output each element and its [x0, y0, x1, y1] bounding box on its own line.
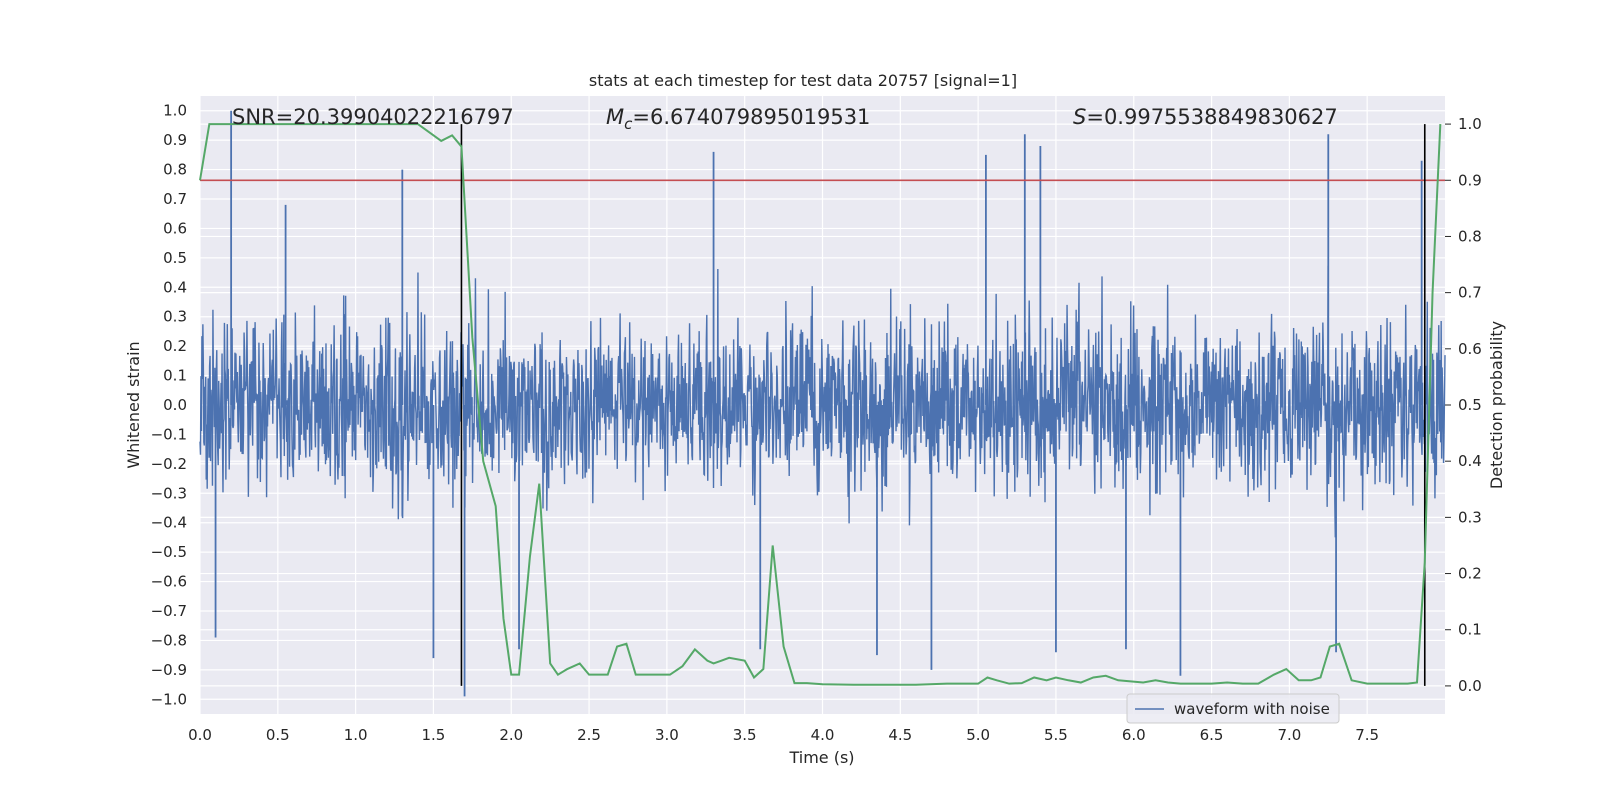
y-tick-label: 0.4	[163, 278, 187, 296]
y-tick-label: −0.7	[151, 602, 187, 620]
y-tick-label: 0.6	[163, 219, 187, 237]
grid-lines	[199, 96, 1445, 714]
x-tick-label: 3.5	[733, 726, 757, 744]
x-axis-label: Time (s)	[788, 748, 854, 767]
chirp-mass-annotation: Mc=6.674079895019531	[606, 105, 870, 133]
y2-tick-label: 0.1	[1458, 621, 1482, 639]
y2-tick-label: 0.0	[1458, 677, 1482, 695]
x-tick-label: 2.5	[577, 726, 601, 744]
waveform-line	[199, 265, 1446, 538]
y2-tick-label: 0.5	[1458, 396, 1482, 414]
y-tick-label: −0.8	[151, 631, 187, 649]
score-value: =0.9975538849830627	[1086, 105, 1337, 129]
y-tick-label: 1.0	[163, 102, 187, 120]
x-tick-label: 0.5	[266, 726, 290, 744]
x-tick-label: 0.0	[188, 726, 212, 744]
y2-tick-label: 0.7	[1458, 284, 1482, 302]
waveform-series	[199, 110, 1446, 697]
x-tick-label: 5.0	[966, 726, 990, 744]
y-tick-label: −0.1	[151, 425, 187, 443]
x-tick-label: 4.0	[811, 726, 835, 744]
y2-tick-label: 0.6	[1458, 340, 1482, 358]
y-axis-label: Whitened strain	[124, 341, 143, 468]
x-axis-ticks: 0.0 0.5 1.0 1.5 2.0 2.5 3.0 3.5 4.0 4.5 5.0 5.5 6.0 6…	[188, 726, 1379, 744]
chirp-mass-symbol: M	[606, 105, 624, 129]
y-tick-label: 0.2	[163, 337, 187, 355]
y2-axis-label: Detection probability	[1487, 321, 1506, 489]
x-tick-label: 1.5	[422, 726, 446, 744]
x-tick-label: 6.0	[1122, 726, 1146, 744]
x-tick-label: 7.0	[1277, 726, 1301, 744]
y-tick-label: −0.4	[151, 514, 187, 532]
y-tick-label: 0.5	[163, 249, 187, 267]
y-tick-label: 0.7	[163, 190, 187, 208]
y-tick-label: 0.0	[163, 396, 187, 414]
y-axis-ticks: 1.0 0.9 0.8 0.7 0.6 0.5 0.4 0.3 0.2 0.1 0.0 −0.1 −0.…	[151, 102, 187, 709]
legend: waveform with noise	[1126, 693, 1340, 724]
x-tick-label: 3.0	[655, 726, 679, 744]
y-tick-label: −1.0	[151, 690, 187, 708]
y-tick-label: 0.8	[163, 161, 187, 179]
chirp-mass-subscript: c	[624, 115, 633, 133]
chirp-mass-value: =6.674079895019531	[632, 105, 870, 129]
x-tick-label: 6.5	[1200, 726, 1224, 744]
y-tick-label: −0.2	[151, 455, 187, 473]
y-tick-label: 0.1	[163, 367, 187, 385]
y2-tick-label: 0.2	[1458, 565, 1482, 583]
x-tick-label: 5.5	[1044, 726, 1068, 744]
y2-tick-label: 1.0	[1458, 115, 1482, 133]
legend-box	[1126, 693, 1340, 724]
y-tick-label: −0.5	[151, 543, 187, 561]
y-tick-label: −0.6	[151, 573, 187, 591]
y-tick-label: 0.3	[163, 308, 187, 326]
x-tick-label: 4.5	[888, 726, 912, 744]
x-tick-label: 1.0	[344, 726, 368, 744]
snr-annotation: SNR=20.39904022216797	[232, 105, 514, 129]
y-tick-label: −0.3	[151, 484, 187, 502]
y2-tick-label: 0.8	[1458, 227, 1482, 245]
score-annotation: S=0.9975538849830627	[1073, 105, 1338, 129]
probability-line	[199, 123, 1442, 686]
chart-title: stats at each timestep for test data 207…	[589, 71, 1017, 90]
y2-tick-label: 0.3	[1458, 508, 1482, 526]
x-tick-label: 7.5	[1355, 726, 1379, 744]
y2-tick-label: 0.4	[1458, 452, 1482, 470]
overlay-lines	[199, 123, 1445, 686]
x-tick-label: 2.0	[499, 726, 523, 744]
y2-axis-ticks: 1.0 0.9 0.8 0.7 0.6 0.5 0.4 0.3 0.2 0.1 0.0	[1445, 115, 1482, 695]
y-tick-label: 0.9	[163, 131, 187, 149]
y-tick-label: −0.9	[151, 661, 187, 679]
y2-tick-label: 0.9	[1458, 171, 1482, 189]
legend-label: waveform with noise	[1174, 700, 1330, 718]
score-symbol: S	[1073, 105, 1086, 129]
